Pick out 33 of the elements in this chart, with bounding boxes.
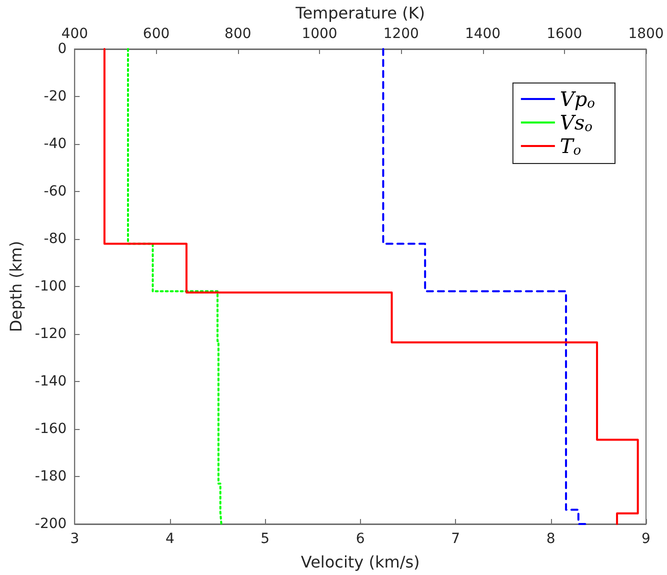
x2-tick-label: 1800 bbox=[628, 26, 664, 42]
x-tick-label: 4 bbox=[165, 531, 174, 547]
y-tick-label: -140 bbox=[34, 374, 67, 390]
x2-tick-label: 400 bbox=[61, 26, 88, 42]
y-axis-title: Depth (km) bbox=[6, 240, 26, 332]
y-tick-label: -100 bbox=[34, 278, 67, 294]
line-series bbox=[126, 48, 222, 525]
x-axis-title: Velocity (km/s) bbox=[300, 552, 420, 572]
x-tick-label: 9 bbox=[642, 531, 650, 547]
x2-tick-label: 1200 bbox=[383, 26, 419, 42]
x2-tick-label: 1400 bbox=[464, 26, 501, 42]
x2-tick-label: 1000 bbox=[302, 26, 338, 42]
x2-tick-label: 1600 bbox=[546, 26, 582, 42]
y-tick-label: -180 bbox=[34, 468, 67, 484]
x-tick-label: 3 bbox=[70, 531, 80, 547]
legend-label: To bbox=[560, 134, 582, 158]
x2-tick-label: 600 bbox=[142, 26, 170, 42]
x-tick-label: 8 bbox=[546, 531, 556, 547]
y-tick-label: -200 bbox=[34, 516, 67, 532]
legend-label: Vso bbox=[560, 110, 593, 135]
y-tick-label: -160 bbox=[34, 421, 67, 437]
x-tick-label: 5 bbox=[260, 531, 270, 547]
y-tick-label: 0 bbox=[58, 41, 67, 57]
y-tick-label: -60 bbox=[44, 184, 67, 200]
y-tick-label: -20 bbox=[44, 88, 67, 104]
legend-label: Vpo bbox=[560, 87, 596, 112]
y-tick-label: -40 bbox=[44, 136, 67, 152]
x2-axis-title: Temperature (K) bbox=[294, 4, 426, 22]
y-tick-label: -120 bbox=[34, 326, 67, 342]
x2-tick-label: 800 bbox=[224, 26, 252, 42]
y-tick-label: -80 bbox=[44, 231, 67, 247]
x-tick-label: 6 bbox=[356, 531, 365, 547]
x-tick-label: 7 bbox=[451, 531, 460, 547]
